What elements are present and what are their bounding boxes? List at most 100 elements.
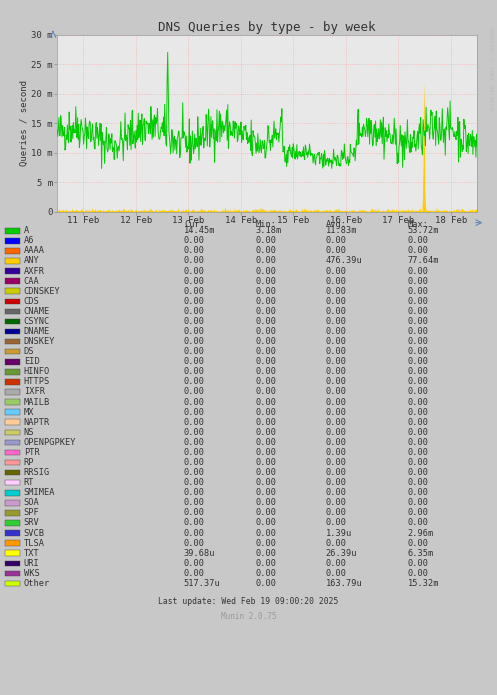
Text: 11.83m: 11.83m	[326, 227, 357, 235]
Text: PTR: PTR	[24, 448, 40, 457]
Text: IXFR: IXFR	[24, 388, 45, 396]
Text: 0.00: 0.00	[408, 337, 428, 346]
Text: 0.00: 0.00	[256, 579, 277, 588]
Text: 0.00: 0.00	[256, 247, 277, 255]
Text: 0.00: 0.00	[326, 377, 346, 386]
Text: Avg:: Avg:	[326, 220, 346, 229]
Text: RT: RT	[24, 478, 34, 487]
Text: 0.00: 0.00	[256, 518, 277, 528]
Text: 0.00: 0.00	[326, 357, 346, 366]
Text: 0.00: 0.00	[256, 277, 277, 286]
Text: 0.00: 0.00	[408, 307, 428, 316]
Text: 0.00: 0.00	[326, 559, 346, 568]
Text: 0.00: 0.00	[256, 468, 277, 477]
Text: AXFR: AXFR	[24, 267, 45, 275]
Text: 0.00: 0.00	[184, 569, 205, 578]
Text: Other: Other	[24, 579, 50, 588]
Text: 0.00: 0.00	[326, 489, 346, 497]
Text: 0.00: 0.00	[408, 498, 428, 507]
Text: 0.00: 0.00	[184, 529, 205, 537]
Text: 0.00: 0.00	[326, 317, 346, 326]
Text: 0.00: 0.00	[256, 337, 277, 346]
Text: 0.00: 0.00	[184, 518, 205, 528]
Text: CNAME: CNAME	[24, 307, 50, 316]
Text: 0.00: 0.00	[408, 478, 428, 487]
Text: 0.00: 0.00	[256, 357, 277, 366]
Text: AAAA: AAAA	[24, 247, 45, 255]
Text: 0.00: 0.00	[326, 388, 346, 396]
Text: 0.00: 0.00	[408, 236, 428, 245]
Text: 0.00: 0.00	[326, 478, 346, 487]
Text: SPF: SPF	[24, 509, 40, 517]
Text: 0.00: 0.00	[408, 509, 428, 517]
Text: 0.00: 0.00	[408, 267, 428, 275]
Text: 0.00: 0.00	[256, 509, 277, 517]
Text: 163.79u: 163.79u	[326, 579, 362, 588]
Text: RP: RP	[24, 458, 34, 467]
Text: 0.00: 0.00	[184, 348, 205, 356]
Text: MAILB: MAILB	[24, 398, 50, 407]
Text: 517.37u: 517.37u	[184, 579, 221, 588]
Text: 0.00: 0.00	[256, 256, 277, 265]
Text: TXT: TXT	[24, 549, 40, 557]
Text: MX: MX	[24, 408, 34, 416]
Text: 0.00: 0.00	[256, 377, 277, 386]
Text: 0.00: 0.00	[256, 368, 277, 376]
Text: 0.00: 0.00	[326, 327, 346, 336]
Text: 0.00: 0.00	[408, 357, 428, 366]
Text: 0.00: 0.00	[326, 418, 346, 427]
Text: 0.00: 0.00	[408, 428, 428, 436]
Text: ANY: ANY	[24, 256, 40, 265]
Text: 0.00: 0.00	[184, 368, 205, 376]
Text: 0.00: 0.00	[326, 458, 346, 467]
Text: 0.00: 0.00	[408, 438, 428, 447]
Text: 0.00: 0.00	[408, 458, 428, 467]
Text: 0.00: 0.00	[184, 388, 205, 396]
Text: URI: URI	[24, 559, 40, 568]
Text: 0.00: 0.00	[256, 348, 277, 356]
Text: A: A	[24, 227, 29, 235]
Text: 0.00: 0.00	[184, 297, 205, 306]
Text: 0.00: 0.00	[184, 327, 205, 336]
Text: 0.00: 0.00	[184, 317, 205, 326]
Text: RRSIG: RRSIG	[24, 468, 50, 477]
Text: 0.00: 0.00	[408, 287, 428, 295]
Text: 0.00: 0.00	[408, 317, 428, 326]
Text: WKS: WKS	[24, 569, 40, 578]
Text: 1.39u: 1.39u	[326, 529, 352, 537]
Text: 0.00: 0.00	[184, 438, 205, 447]
Y-axis label: Queries / second: Queries / second	[20, 81, 29, 166]
Text: NAPTR: NAPTR	[24, 418, 50, 427]
Text: 0.00: 0.00	[408, 398, 428, 407]
Text: 0.00: 0.00	[326, 247, 346, 255]
Text: 0.00: 0.00	[408, 277, 428, 286]
Text: 0.00: 0.00	[256, 549, 277, 557]
Text: 0.00: 0.00	[256, 317, 277, 326]
Text: 0.00: 0.00	[184, 418, 205, 427]
Text: 0.00: 0.00	[256, 498, 277, 507]
Text: 0.00: 0.00	[408, 569, 428, 578]
Text: 0.00: 0.00	[256, 489, 277, 497]
Text: 39.68u: 39.68u	[184, 549, 215, 557]
Text: OPENPGPKEY: OPENPGPKEY	[24, 438, 77, 447]
Text: 0.00: 0.00	[256, 428, 277, 436]
Text: 0.00: 0.00	[326, 408, 346, 416]
Text: 0.00: 0.00	[408, 408, 428, 416]
Text: 0.00: 0.00	[256, 236, 277, 245]
Text: 0.00: 0.00	[184, 539, 205, 548]
Text: 0.00: 0.00	[256, 388, 277, 396]
Text: 0.00: 0.00	[256, 539, 277, 548]
Text: 0.00: 0.00	[256, 418, 277, 427]
Text: 0.00: 0.00	[408, 388, 428, 396]
Text: 0.00: 0.00	[184, 337, 205, 346]
Text: 14.45m: 14.45m	[184, 227, 215, 235]
Text: 0.00: 0.00	[184, 277, 205, 286]
Text: 0.00: 0.00	[184, 468, 205, 477]
Text: 0.00: 0.00	[408, 448, 428, 457]
Text: 0.00: 0.00	[326, 277, 346, 286]
Text: 0.00: 0.00	[256, 327, 277, 336]
Text: 0.00: 0.00	[256, 297, 277, 306]
Title: DNS Queries by type - by week: DNS Queries by type - by week	[159, 21, 376, 33]
Text: 0.00: 0.00	[326, 448, 346, 457]
Text: SVCB: SVCB	[24, 529, 45, 537]
